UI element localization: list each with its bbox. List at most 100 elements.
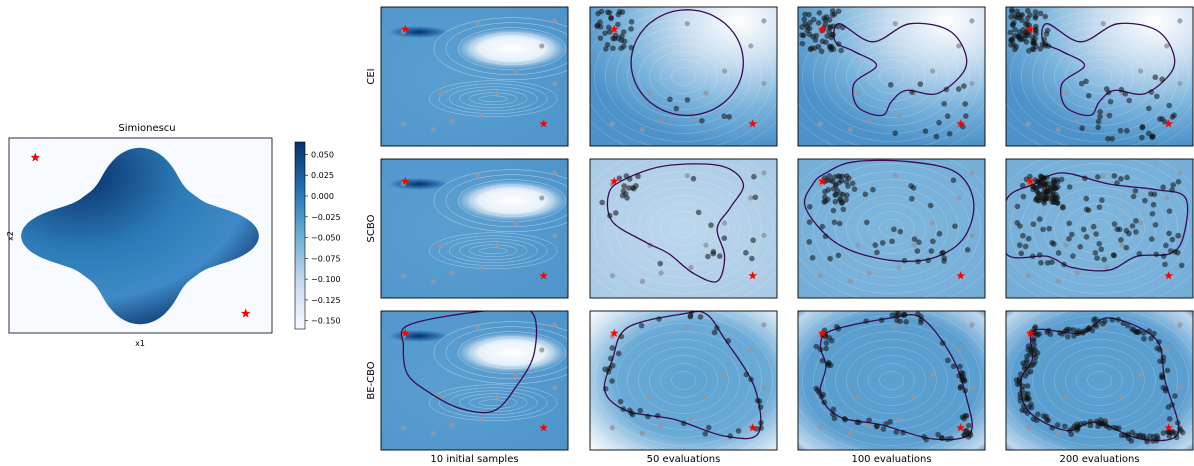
evaluated-sample [960, 370, 966, 377]
initial-sample [479, 264, 485, 271]
evaluated-sample [1052, 195, 1059, 202]
evaluated-sample [1054, 422, 1061, 428]
evaluated-sample [1036, 216, 1043, 222]
evaluated-sample [1083, 78, 1089, 85]
evaluated-sample [837, 197, 843, 203]
evaluated-sample [927, 202, 934, 209]
evaluated-sample [1129, 429, 1136, 436]
evaluated-sample [594, 23, 600, 29]
evaluated-sample [961, 83, 967, 89]
evaluated-sample [835, 41, 842, 47]
evaluated-sample [901, 257, 908, 264]
initial-sample [722, 68, 728, 74]
evaluated-sample [1037, 46, 1044, 52]
evaluated-sample [758, 425, 764, 431]
evaluated-sample [827, 23, 833, 30]
evaluated-sample [1163, 242, 1169, 249]
evaluated-sample [1118, 432, 1125, 439]
surrogate-peak [456, 332, 567, 373]
evaluated-sample [1140, 330, 1147, 336]
evaluated-sample [1107, 98, 1114, 105]
evaluated-sample [967, 432, 974, 438]
contour-line [649, 355, 718, 406]
optimum-star [401, 176, 410, 185]
evaluated-sample [1025, 235, 1032, 242]
evaluated-sample [823, 340, 830, 346]
evaluated-sample [894, 313, 900, 320]
optimum-star [1164, 119, 1173, 128]
evaluated-sample [1051, 241, 1057, 247]
panel-frame [589, 6, 778, 147]
evaluated-sample [854, 419, 860, 425]
evaluated-sample [1097, 417, 1104, 423]
colorbar-tick-label: −0.150 [311, 317, 341, 326]
evaluated-sample [1114, 180, 1120, 186]
evaluated-sample [1013, 44, 1020, 50]
initial-sample [552, 80, 558, 87]
contour-line [478, 399, 508, 406]
evaluated-sample [863, 318, 869, 324]
evaluated-sample [843, 197, 849, 203]
initial-sample [703, 242, 709, 248]
contour-line [846, 43, 937, 110]
optimum-star [956, 423, 965, 432]
evaluated-sample [1049, 259, 1055, 265]
evaluated-sample [1097, 108, 1103, 115]
evaluated-sample [605, 368, 612, 375]
evaluated-sample [635, 173, 641, 180]
surrogate-trough [388, 178, 449, 191]
evaluated-sample [1066, 184, 1073, 190]
initial-sample [969, 232, 975, 239]
evaluated-sample [1105, 135, 1111, 142]
evaluated-sample [1037, 252, 1043, 258]
evaluated-sample [1026, 48, 1032, 54]
contour-line [1054, 347, 1145, 414]
colorbar-tick-label: −0.050 [311, 234, 341, 243]
evaluated-sample [1141, 335, 1147, 342]
evaluated-sample [1032, 359, 1038, 366]
evaluated-sample [1035, 198, 1042, 204]
panel-background [590, 7, 777, 146]
initial-sample [430, 126, 436, 132]
evaluated-sample [1025, 343, 1032, 349]
evaluated-sample [1151, 330, 1157, 337]
optimum-star [1026, 328, 1035, 337]
evaluated-sample [1126, 230, 1132, 237]
evaluated-sample [598, 8, 605, 15]
contour-line [616, 27, 751, 126]
row-label: CEI [366, 68, 377, 84]
evaluated-sample [1178, 262, 1185, 269]
contour-line [457, 179, 567, 222]
initial-sample [1164, 347, 1170, 353]
initial-sample [1177, 170, 1183, 176]
evaluated-sample [1060, 204, 1066, 210]
evaluated-sample [823, 39, 829, 45]
evaluated-sample [1102, 418, 1108, 424]
evaluated-sample [1116, 226, 1123, 233]
initial-sample [494, 90, 500, 96]
optimum-star [956, 119, 965, 128]
evaluated-sample [878, 317, 885, 324]
evaluated-sample [1148, 335, 1154, 342]
initial-sample [866, 422, 872, 428]
evaluated-sample [597, 35, 604, 41]
evaluated-sample [1166, 102, 1172, 109]
evaluated-sample [1032, 9, 1039, 15]
evaluated-sample [1156, 339, 1162, 345]
evaluated-sample [1094, 174, 1101, 180]
colorbar-tick-label: −0.075 [311, 254, 341, 263]
evaluated-sample [1037, 10, 1044, 17]
initial-sample [609, 425, 616, 431]
evaluated-sample [1174, 419, 1181, 426]
evaluated-sample [835, 325, 842, 332]
evaluated-sample [610, 35, 616, 42]
evaluated-sample [1111, 173, 1118, 179]
evaluated-sample [901, 311, 908, 318]
evaluated-sample [806, 203, 813, 210]
evaluated-sample [925, 257, 931, 264]
evaluated-sample [864, 219, 870, 226]
evaluated-sample [1099, 197, 1105, 203]
evaluated-sample [628, 44, 635, 51]
optimum-star-1 [30, 152, 41, 162]
